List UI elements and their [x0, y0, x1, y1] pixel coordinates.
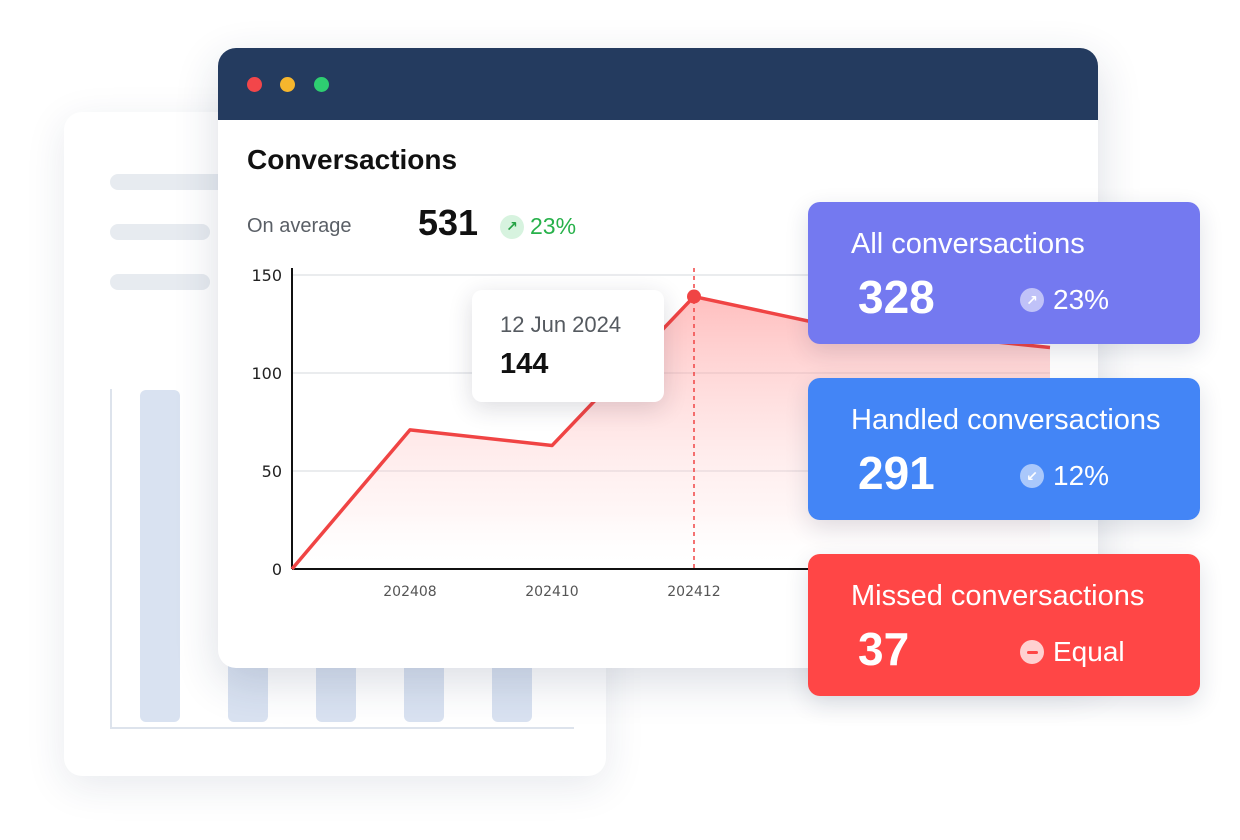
- card-change: ↙ 12%: [1020, 460, 1109, 492]
- y-tick-label: 100: [251, 364, 282, 383]
- placeholder-bar: [140, 390, 180, 722]
- y-tick-label: 50: [262, 462, 282, 481]
- card-change: Equal: [1020, 636, 1125, 668]
- card-change: ↗ 23%: [1020, 284, 1109, 316]
- arrow-up-right-icon: ↗: [1020, 288, 1044, 312]
- arrow-down-left-icon: ↙: [1020, 464, 1044, 488]
- card-change-value: Equal: [1053, 636, 1125, 667]
- placeholder-y-axis: [110, 389, 112, 729]
- placeholder-x-axis: [110, 727, 574, 729]
- card-title: All conversactions: [851, 228, 1085, 260]
- card-change-value: 23%: [1053, 284, 1110, 315]
- maximize-window-button[interactable]: [314, 77, 329, 92]
- average-value: 531: [418, 202, 479, 243]
- chart-ticks: 0 50 100 150 202408 202410 202412: [251, 266, 720, 600]
- placeholder-line: [110, 274, 210, 290]
- window-titlebar: [218, 48, 1098, 120]
- average-label: On average: [247, 215, 352, 237]
- card-title: Handled conversactions: [851, 404, 1161, 436]
- card-change-value: 12%: [1053, 460, 1110, 491]
- card-value: 37: [858, 623, 910, 675]
- page-title: Conversactions: [247, 144, 458, 175]
- chart-tooltip: 12 Jun 2024 144: [472, 290, 664, 402]
- placeholder-line: [110, 224, 210, 240]
- tooltip-date: 12 Jun 2024: [500, 312, 622, 337]
- handled-conversations-card[interactable]: Handled conversactions 291 ↙ 12%: [808, 378, 1200, 520]
- x-tick-label: 202408: [383, 584, 436, 600]
- arrow-up-right-icon: ↗: [500, 214, 524, 239]
- highlighted-data-point: [687, 289, 701, 304]
- average-change-value: 23%: [530, 213, 577, 239]
- minimize-window-button[interactable]: [280, 77, 295, 92]
- y-tick-label: 0: [272, 560, 282, 579]
- average-change: ↗ 23%: [500, 213, 576, 240]
- x-tick-label: 202412: [667, 584, 720, 600]
- close-window-button[interactable]: [247, 77, 262, 92]
- x-tick-label: 202410: [525, 584, 578, 600]
- missed-conversations-card[interactable]: Missed conversactions 37 Equal: [808, 554, 1200, 696]
- tooltip-value: 144: [500, 348, 549, 380]
- all-conversations-card[interactable]: All conversactions 328 ↗ 23%: [808, 202, 1200, 344]
- card-title: Missed conversactions: [851, 580, 1145, 612]
- y-tick-label: 150: [251, 266, 282, 285]
- card-value: 291: [858, 447, 935, 499]
- minus-icon: [1020, 640, 1044, 664]
- card-value: 328: [858, 271, 935, 323]
